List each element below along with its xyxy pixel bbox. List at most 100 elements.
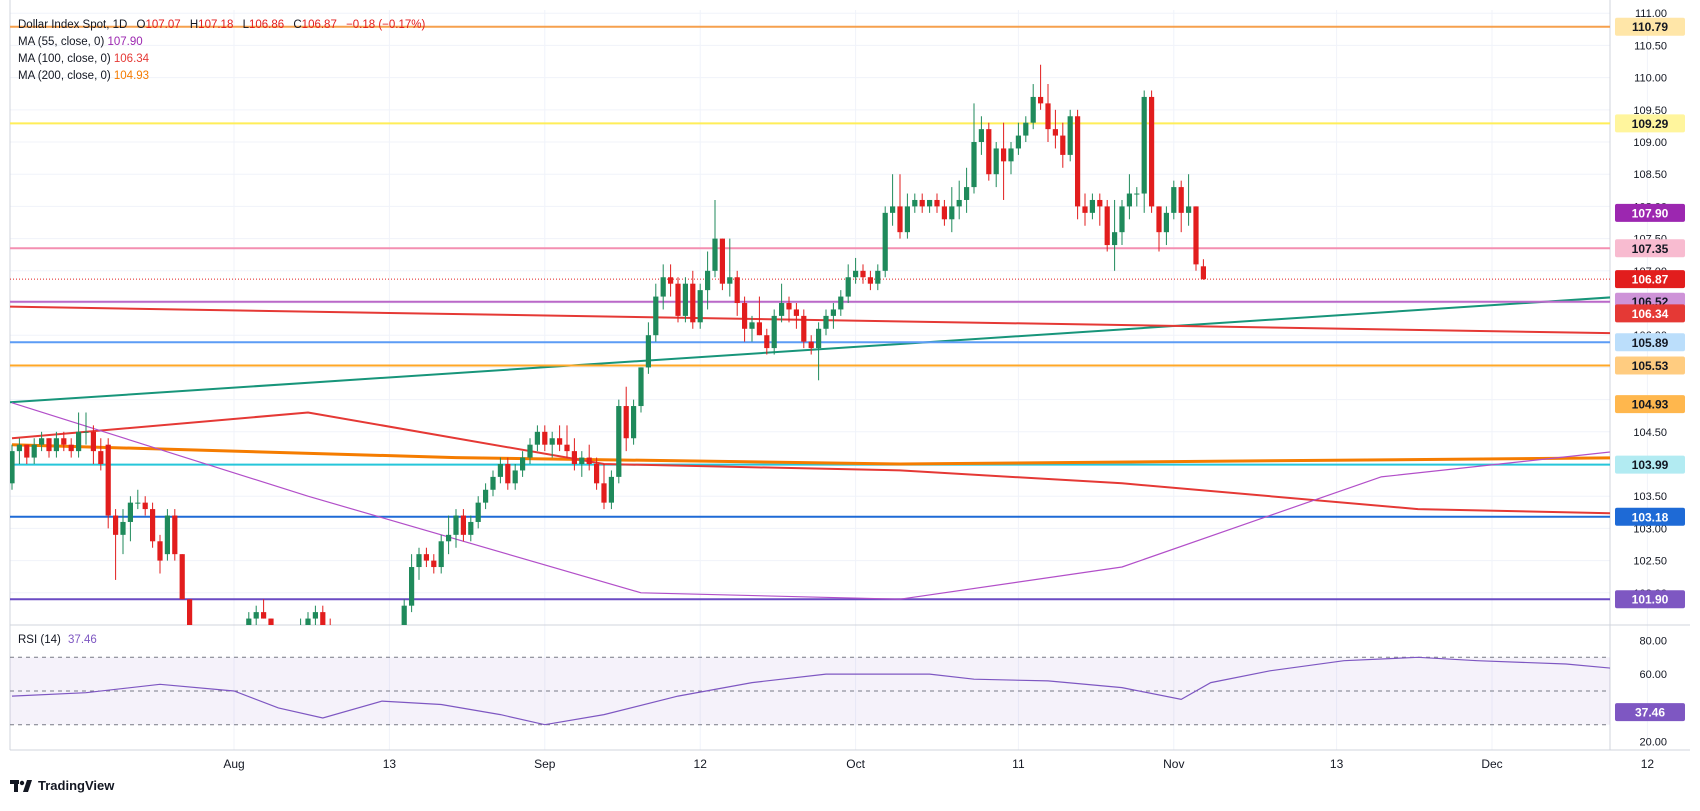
- candle-body: [660, 277, 666, 297]
- candle-body: [816, 328, 822, 349]
- candle-body: [1015, 135, 1021, 149]
- y-tick-label: 104.50: [1633, 427, 1667, 439]
- candle-body: [853, 270, 859, 278]
- candle-body: [978, 129, 984, 143]
- price-tag-106.87: 106.87: [1615, 270, 1685, 289]
- candle-body: [542, 431, 548, 445]
- candle-body: [39, 438, 45, 445]
- candle-body: [1097, 199, 1103, 207]
- price-tag-106.34: 106.34: [1615, 304, 1685, 323]
- candle-body: [312, 612, 318, 619]
- candle-body: [490, 476, 496, 490]
- candle-body: [1171, 187, 1177, 213]
- legend-symbol-row: Dollar Index Spot, 1D O107.07 H107.18 L1…: [18, 19, 426, 31]
- x-tick-label: Sep: [534, 757, 556, 771]
- candle-body: [616, 406, 622, 477]
- price-tag-text: 105.53: [1632, 359, 1669, 373]
- candle-body: [631, 406, 637, 439]
- ma100-line: [11, 411, 1610, 515]
- high-value: 107.18: [198, 19, 234, 31]
- rsi-value-tag-bg: [1615, 703, 1685, 722]
- rsi-plot: [10, 656, 1610, 726]
- candle-body: [164, 515, 170, 555]
- y-tick-label: 110.50: [1634, 40, 1667, 52]
- candle-body: [24, 444, 30, 458]
- candle-body: [897, 206, 903, 233]
- symbol-name: Dollar Index Spot: [18, 19, 107, 31]
- candle-body: [460, 515, 466, 535]
- candle-body: [793, 309, 799, 316]
- candle-body: [83, 431, 89, 433]
- candle-body: [845, 277, 851, 297]
- price-tag-101.90: 101.90: [1615, 590, 1685, 609]
- x-tick-label: 13: [383, 757, 397, 771]
- candle-body: [749, 322, 755, 329]
- candle-body: [601, 483, 607, 503]
- brand-name: TradingView: [38, 778, 115, 793]
- rsi-y-tick-label: 60.00: [1639, 669, 1667, 681]
- candle-body: [1082, 206, 1088, 213]
- candle-body: [320, 612, 326, 625]
- candle-body: [46, 438, 52, 452]
- price-tag-bg: [1615, 203, 1685, 222]
- candle-body: [1112, 232, 1118, 246]
- legend-ma55-row[interactable]: MA (55, close, 0) 107.90: [18, 34, 425, 51]
- candle-body: [557, 438, 563, 445]
- price-tag-text: 106.87: [1632, 273, 1669, 287]
- price-tag-text: 104.93: [1632, 398, 1669, 412]
- legend-ma200-row[interactable]: MA (200, close, 0) 104.93: [18, 68, 425, 85]
- legend-ma100-row[interactable]: MA (100, close, 0) 106.34: [18, 51, 425, 68]
- rsi-legend[interactable]: RSI (14) 37.46: [18, 634, 97, 646]
- y-tick-label: 102.50: [1633, 556, 1667, 568]
- candle-body: [1126, 193, 1132, 207]
- candle-body: [564, 444, 570, 452]
- candle-body: [645, 335, 651, 368]
- candle-body: [409, 567, 415, 606]
- x-tick-label: Aug: [223, 757, 244, 771]
- x-tick-label: Nov: [1163, 757, 1184, 771]
- candle-body: [113, 515, 119, 535]
- price-tag-107.35: 107.35: [1615, 239, 1685, 258]
- price-tag-bg: [1615, 455, 1685, 474]
- price-tag-text: 106.34: [1632, 307, 1669, 321]
- footer-brand[interactable]: TradingView: [10, 778, 114, 793]
- candle-body: [986, 129, 992, 175]
- candle-body: [187, 599, 193, 625]
- candle-body: [779, 303, 785, 316]
- rsi-y-tick-label: 20.00: [1639, 737, 1667, 749]
- x-tick-label: 12: [1641, 757, 1655, 771]
- x-tick-label: 13: [1330, 757, 1344, 771]
- candle-body: [328, 625, 333, 651]
- candle-body: [31, 444, 37, 458]
- candle-body: [468, 521, 474, 535]
- candle-body: [1001, 148, 1007, 162]
- candle-body: [875, 270, 881, 284]
- candle-body: [1141, 96, 1147, 194]
- candle-body: [734, 277, 740, 304]
- price-tag-bg: [1615, 304, 1685, 323]
- candle-body: [150, 509, 156, 542]
- price-tag-103.99: 103.99: [1615, 455, 1685, 474]
- candle-body: [53, 438, 59, 452]
- candle-body: [1089, 199, 1095, 213]
- candle-body: [16, 444, 22, 452]
- candle-body: [90, 431, 96, 452]
- candle-body: [1119, 206, 1125, 233]
- candle-body: [61, 438, 67, 445]
- candle-body: [157, 541, 163, 561]
- ma100-label: MA (100, close, 0): [18, 53, 111, 65]
- candle-body: [253, 612, 259, 619]
- candle-body: [867, 277, 873, 284]
- candle-body: [209, 644, 214, 650]
- x-tick-label: 11: [1012, 757, 1025, 771]
- candle-body: [438, 541, 444, 568]
- candle-body: [682, 283, 688, 316]
- candle-body: [971, 142, 977, 188]
- candle-body: [298, 625, 303, 644]
- candle-body: [594, 464, 600, 484]
- candle-body: [202, 644, 207, 650]
- candle-body: [623, 406, 629, 439]
- candle-body: [949, 206, 955, 220]
